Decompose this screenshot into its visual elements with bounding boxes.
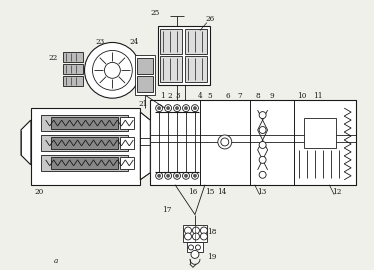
Text: 18: 18	[207, 228, 217, 237]
Text: 4: 4	[197, 92, 202, 100]
Bar	[185, 29, 207, 55]
Circle shape	[156, 105, 163, 112]
Bar	[185, 56, 207, 82]
Circle shape	[85, 42, 140, 98]
Text: 22: 22	[48, 54, 57, 62]
Circle shape	[174, 105, 181, 112]
Text: a: a	[53, 257, 58, 265]
Text: 1: 1	[160, 92, 165, 100]
Circle shape	[104, 62, 120, 78]
Bar	[120, 117, 134, 129]
Bar	[137, 76, 153, 92]
Bar	[31, 108, 140, 185]
Circle shape	[193, 174, 196, 177]
Text: 10: 10	[297, 92, 306, 100]
Text: 24: 24	[130, 39, 139, 46]
Circle shape	[165, 105, 172, 112]
Bar	[41, 155, 128, 171]
Circle shape	[166, 107, 169, 110]
Circle shape	[200, 227, 208, 234]
Bar	[41, 115, 128, 131]
Circle shape	[259, 156, 266, 163]
Text: 5: 5	[208, 92, 212, 100]
Bar	[200, 100, 250, 185]
Circle shape	[259, 112, 266, 119]
Text: 13: 13	[257, 188, 266, 196]
Bar	[62, 76, 83, 86]
Text: 2: 2	[168, 92, 172, 100]
Circle shape	[174, 172, 181, 179]
Circle shape	[218, 135, 232, 149]
Text: 11: 11	[313, 92, 322, 100]
Text: 12: 12	[332, 188, 342, 196]
Bar	[250, 100, 294, 185]
Circle shape	[193, 107, 196, 110]
Text: 25: 25	[151, 9, 160, 17]
Circle shape	[221, 138, 229, 146]
Text: 3: 3	[176, 92, 180, 100]
Bar	[51, 157, 118, 169]
Circle shape	[158, 107, 161, 110]
Circle shape	[191, 250, 199, 258]
Text: 20: 20	[34, 188, 43, 196]
Circle shape	[259, 127, 266, 133]
Bar	[187, 242, 203, 252]
Circle shape	[259, 141, 266, 149]
Text: 8: 8	[255, 92, 260, 100]
Circle shape	[156, 172, 163, 179]
Circle shape	[196, 245, 200, 250]
Bar	[120, 157, 134, 169]
Bar	[150, 100, 200, 185]
Text: 23: 23	[96, 39, 105, 46]
Bar	[137, 58, 153, 74]
Circle shape	[184, 227, 191, 234]
Bar	[51, 117, 118, 129]
Bar	[41, 135, 128, 151]
Bar	[150, 100, 356, 185]
Circle shape	[183, 172, 190, 179]
Bar	[160, 29, 182, 55]
Circle shape	[188, 245, 193, 250]
Text: 17: 17	[162, 206, 172, 214]
Circle shape	[193, 233, 199, 240]
Circle shape	[193, 227, 199, 234]
Circle shape	[191, 105, 199, 112]
Circle shape	[183, 105, 190, 112]
Bar	[51, 137, 118, 149]
Circle shape	[138, 137, 148, 147]
Circle shape	[175, 107, 178, 110]
Bar	[183, 225, 207, 242]
Circle shape	[175, 174, 178, 177]
Text: 6: 6	[226, 92, 230, 100]
Circle shape	[184, 107, 187, 110]
Text: 7: 7	[237, 92, 242, 100]
Text: 9: 9	[269, 92, 274, 100]
Circle shape	[184, 233, 191, 240]
Circle shape	[92, 50, 132, 90]
Bar	[160, 56, 182, 82]
Bar	[304, 118, 336, 148]
Bar	[294, 100, 356, 185]
Bar	[158, 26, 210, 85]
Polygon shape	[21, 120, 31, 165]
Text: 26: 26	[205, 15, 215, 23]
Text: 19: 19	[207, 253, 217, 261]
Polygon shape	[140, 112, 150, 180]
Bar	[120, 137, 134, 149]
Text: 21: 21	[138, 100, 148, 108]
Circle shape	[191, 172, 199, 179]
Circle shape	[259, 171, 266, 178]
Text: 16: 16	[188, 188, 197, 196]
Circle shape	[184, 174, 187, 177]
Circle shape	[166, 174, 169, 177]
Bar	[62, 52, 83, 62]
Bar	[62, 64, 83, 74]
Bar	[135, 55, 155, 95]
Text: 14: 14	[217, 188, 227, 196]
Circle shape	[200, 233, 208, 240]
Text: 15: 15	[205, 188, 215, 196]
Circle shape	[158, 174, 161, 177]
Circle shape	[165, 172, 172, 179]
